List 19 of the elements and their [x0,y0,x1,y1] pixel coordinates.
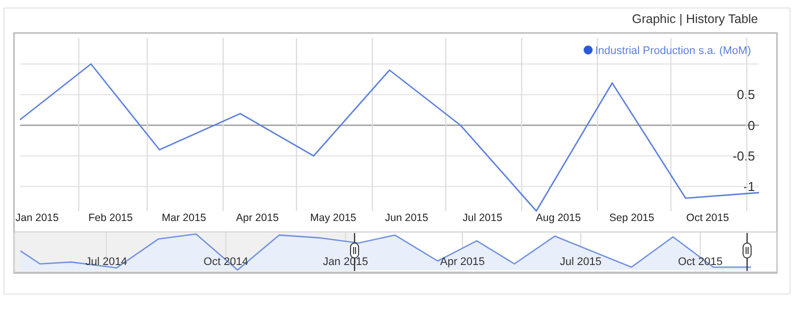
y-tick-label: 0 [748,118,755,133]
x-tick-label: May 2015 [310,212,356,224]
text: Industrial Production s.a. (MoM) [595,44,751,57]
x-tick-label: Jun 2015 [385,212,428,224]
line-series [19,63,760,212]
x-tick-label: Jan 2015 [16,212,59,224]
x-tick-label: Oct 2015 [686,212,730,224]
x-tick-label: Jul 2015 [462,212,502,224]
x-tick-label: Mar 2015 [162,212,206,224]
y-tick-label: 0.5 [736,87,755,102]
x-tick-label: Apr 2015 [236,212,279,224]
x-tick-label: Jul 2015 [560,256,602,268]
x-tick-label: Feb 2015 [88,212,133,224]
y-tick-label: -1 [743,179,755,194]
y-tick-label: -0.5 [732,148,755,164]
text: Graphic | History Table [632,12,758,26]
x-tick-label: Apr 2015 [440,256,485,268]
x-tick-label: Sep 2015 [609,212,654,224]
x-tick-label: Aug 2015 [536,212,581,224]
